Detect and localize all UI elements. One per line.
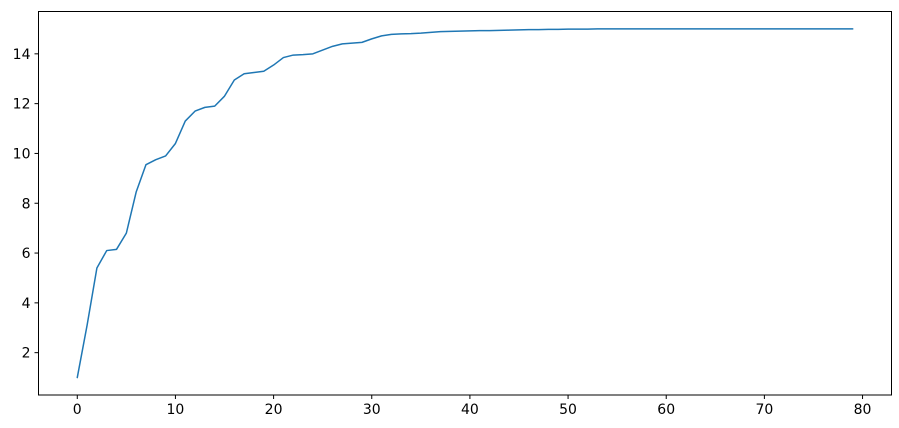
y-tick-label: 6	[22, 246, 31, 262]
y-tick-label: 12	[13, 97, 31, 113]
y-tick-label: 4	[22, 296, 31, 312]
x-tick-label: 50	[559, 402, 577, 418]
x-tick-label: 40	[461, 402, 479, 418]
y-tick-label: 14	[13, 47, 31, 63]
x-tick-label: 30	[363, 402, 381, 418]
x-tick-label: 80	[854, 402, 872, 418]
x-tick-label: 60	[657, 402, 675, 418]
x-tick-label: 10	[167, 402, 185, 418]
y-tick-label: 2	[22, 346, 31, 362]
data-series-line	[76, 28, 854, 379]
x-tick-label: 0	[73, 402, 82, 418]
axes-spines	[38, 11, 892, 396]
y-tick-label: 10	[13, 146, 31, 162]
y-tick-label: 8	[22, 196, 31, 212]
x-tick-label: 20	[265, 402, 283, 418]
x-tick-label: 70	[755, 402, 773, 418]
